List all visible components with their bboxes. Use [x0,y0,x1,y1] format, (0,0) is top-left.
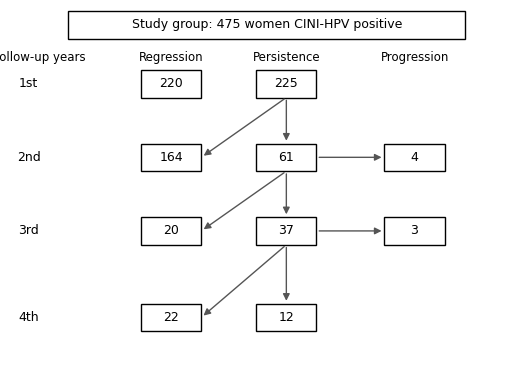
Text: 3rd: 3rd [18,224,39,237]
Text: 22: 22 [163,311,179,324]
Text: Persistence: Persistence [253,50,321,64]
Text: 225: 225 [275,77,298,90]
Text: 3: 3 [411,224,418,237]
FancyBboxPatch shape [256,304,316,331]
FancyBboxPatch shape [384,144,445,171]
Text: 12: 12 [278,311,294,324]
FancyBboxPatch shape [141,70,201,98]
Text: 220: 220 [160,77,183,90]
Text: 1st: 1st [19,77,38,90]
Text: Regression: Regression [139,50,204,64]
Text: 37: 37 [278,224,294,237]
FancyBboxPatch shape [141,217,201,245]
Text: 20: 20 [163,224,179,237]
FancyBboxPatch shape [141,304,201,331]
FancyBboxPatch shape [256,217,316,245]
Text: 164: 164 [160,151,183,164]
Text: 61: 61 [278,151,294,164]
FancyBboxPatch shape [141,144,201,171]
FancyBboxPatch shape [256,70,316,98]
Text: Study group: 475 women CINI-HPV positive: Study group: 475 women CINI-HPV positive [132,18,402,31]
Text: 4th: 4th [18,311,39,324]
FancyBboxPatch shape [256,144,316,171]
Text: Progression: Progression [381,50,449,64]
Text: 2nd: 2nd [17,151,41,164]
Text: Follow-up years: Follow-up years [0,50,86,64]
FancyBboxPatch shape [384,217,445,245]
FancyBboxPatch shape [68,11,465,39]
Text: 4: 4 [411,151,418,164]
